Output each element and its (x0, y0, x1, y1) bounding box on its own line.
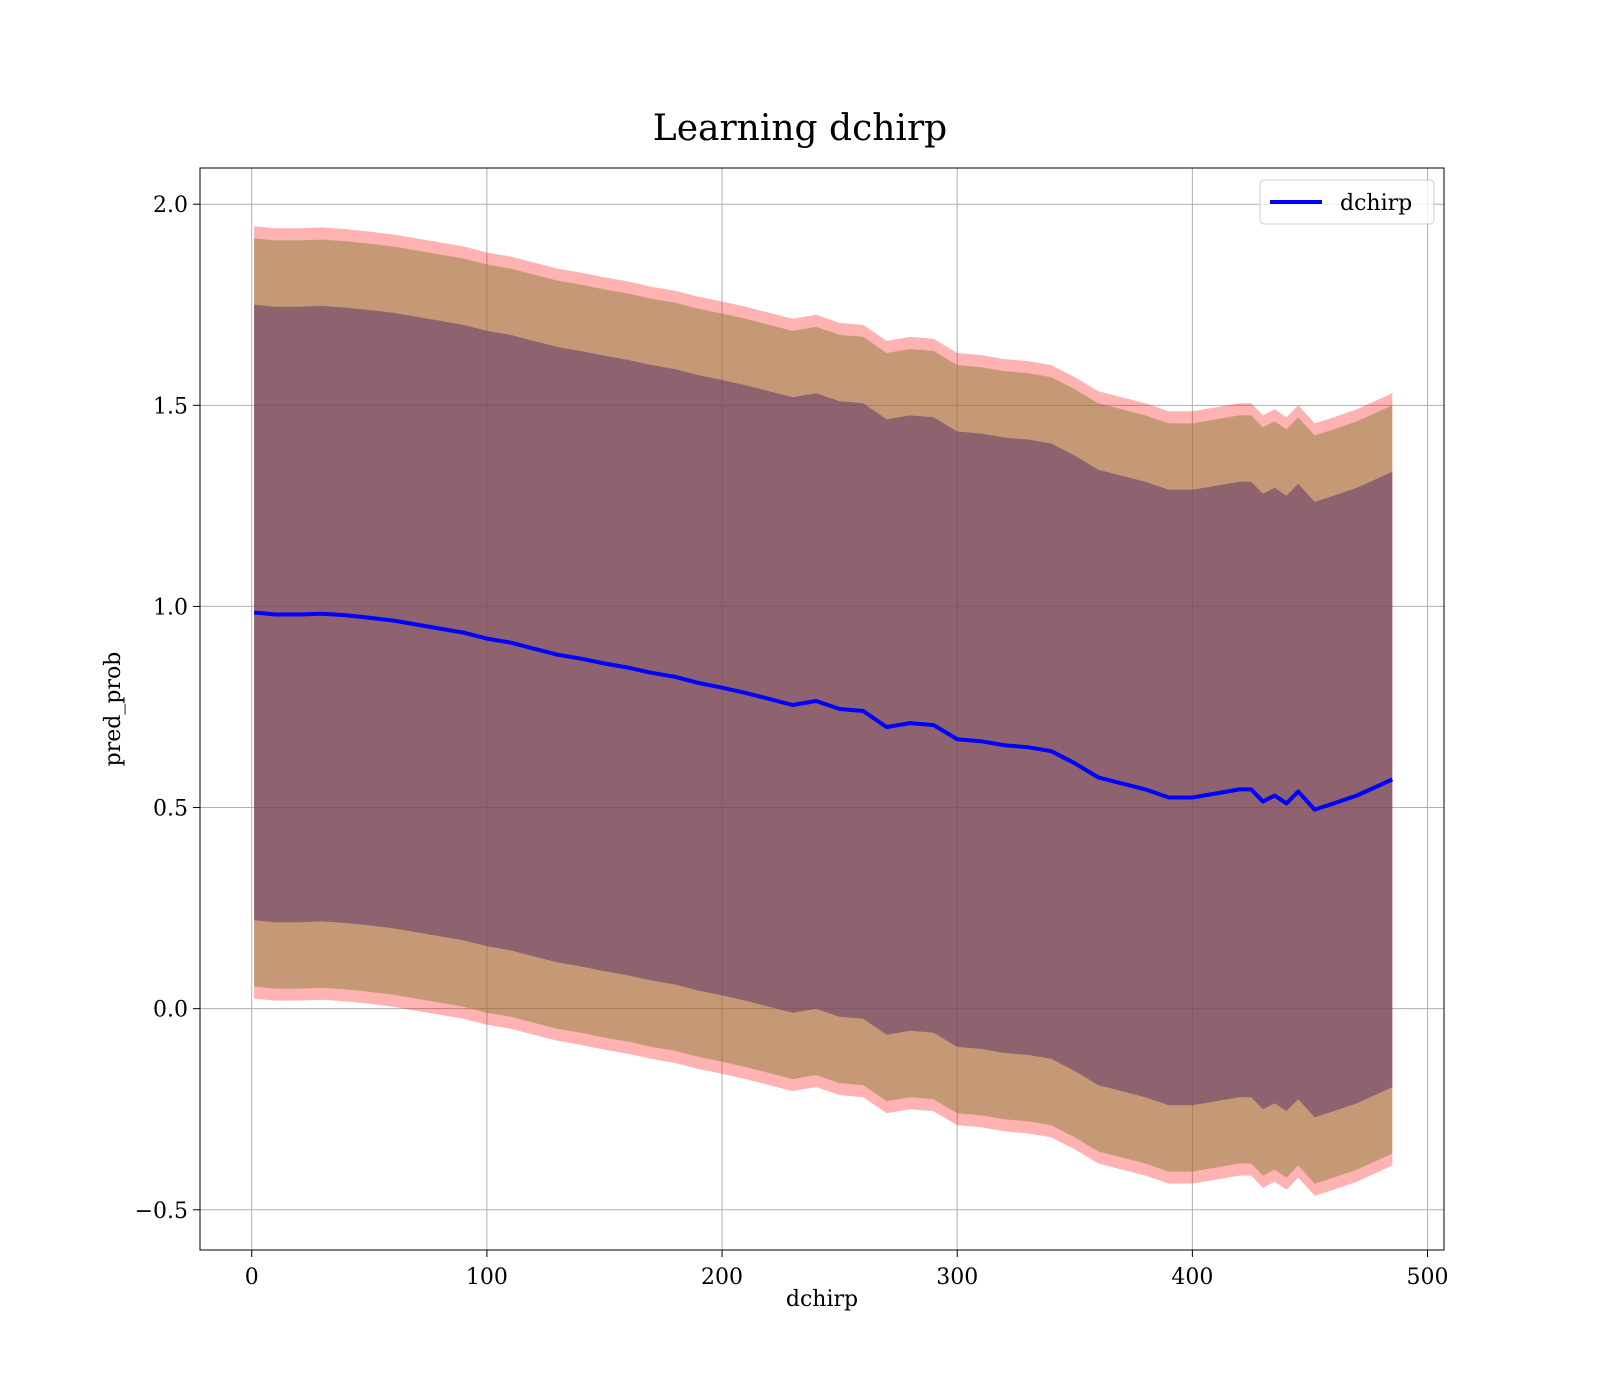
x-tick-label: 500 (1407, 1265, 1449, 1290)
band-inner (254, 304, 1393, 1118)
chart-title: Learning dchirp (653, 108, 947, 149)
x-axis-ticks: 0 100 200 300 400 500 (245, 1250, 1449, 1290)
x-tick-label: 200 (701, 1265, 743, 1290)
y-tick-label: 2.0 (153, 193, 188, 218)
x-tick-label: 0 (245, 1265, 259, 1290)
legend-label-dchirp: dchirp (1340, 191, 1412, 216)
x-tick-label: 300 (936, 1265, 978, 1290)
y-axis-ticks: −0.5 0.0 0.5 1.0 1.5 2.0 (135, 193, 200, 1224)
y-tick-label: 0.5 (153, 797, 188, 822)
legend-box (1259, 179, 1435, 225)
y-tick-label: −0.5 (135, 1199, 188, 1224)
x-tick-label: 100 (466, 1265, 508, 1290)
y-tick-label: 0.0 (153, 998, 188, 1023)
x-tick-label: 400 (1171, 1265, 1213, 1290)
y-tick-label: 1.5 (153, 394, 188, 419)
x-axis-label: dchirp (786, 1287, 858, 1312)
y-tick-label: 1.0 (153, 595, 188, 620)
line-layer (253, 610, 1394, 812)
series-line-dchirp (253, 610, 1394, 812)
plot-frame (199, 167, 1445, 1251)
band-layer (254, 226, 1393, 1196)
y-axis-label: pred_prob (101, 652, 126, 767)
legend: dchirp (1259, 179, 1435, 225)
